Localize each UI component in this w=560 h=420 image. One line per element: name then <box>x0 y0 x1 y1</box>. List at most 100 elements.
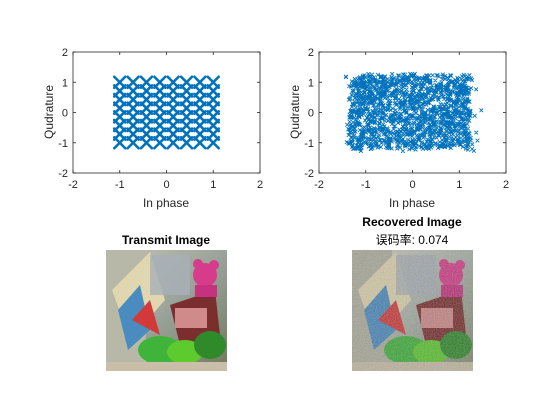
data-point <box>381 103 386 108</box>
data-point <box>360 101 365 106</box>
data-point <box>357 123 362 128</box>
data-point <box>460 117 465 122</box>
data-point <box>458 132 463 137</box>
data-point <box>112 75 127 90</box>
data-point <box>392 123 398 129</box>
data-point <box>361 99 366 104</box>
data-point <box>358 142 363 148</box>
data-point <box>463 85 469 90</box>
data-point <box>395 146 400 151</box>
data-point <box>427 81 433 86</box>
bit-error-rate-label: 误码率: 0.074 <box>376 232 449 247</box>
data-point <box>430 73 435 78</box>
x-tick-label: -1 <box>361 179 371 191</box>
data-point <box>425 100 431 105</box>
data-point <box>419 87 424 92</box>
data-point <box>453 103 458 108</box>
data-point <box>381 84 386 89</box>
data-point <box>470 142 475 147</box>
data-point <box>391 132 396 137</box>
data-point <box>464 91 470 97</box>
data-point <box>458 142 463 147</box>
data-point <box>452 124 457 129</box>
x-axis-label: In phase <box>143 196 189 210</box>
constellation-points <box>343 71 484 154</box>
data-point <box>369 91 374 96</box>
data-point <box>454 100 459 105</box>
y-tick-label: 1 <box>62 77 68 89</box>
data-point <box>359 95 364 100</box>
x-tick-label: 0 <box>409 179 415 191</box>
received-constellation-axes: -2 -1 0 1 2 -2 -1 0 1 2 In phase Qudrature <box>288 47 509 210</box>
data-point <box>398 103 403 108</box>
data-point <box>419 107 424 112</box>
data-point <box>353 82 358 88</box>
data-point <box>439 128 444 133</box>
data-point <box>464 115 469 120</box>
data-point <box>359 78 364 83</box>
data-point <box>367 100 372 105</box>
data-point <box>390 71 395 76</box>
data-point <box>395 138 400 144</box>
data-point <box>407 147 412 152</box>
y-tick-label: 2 <box>62 47 68 59</box>
data-point <box>415 115 420 120</box>
data-point <box>420 111 425 116</box>
data-point <box>427 146 432 151</box>
data-point <box>347 84 352 89</box>
data-point <box>404 90 410 95</box>
data-point <box>391 119 396 125</box>
data-point <box>421 129 426 134</box>
data-point <box>396 134 402 139</box>
data-point <box>381 127 386 132</box>
data-point <box>365 106 370 112</box>
data-point <box>411 98 416 103</box>
data-point <box>442 97 447 102</box>
data-point <box>462 132 467 137</box>
data-point <box>436 145 441 151</box>
data-point <box>408 130 413 135</box>
data-point <box>370 129 375 134</box>
data-point <box>394 130 399 135</box>
data-point <box>440 87 445 92</box>
data-point <box>393 108 398 113</box>
data-point <box>448 145 453 150</box>
data-point <box>459 110 464 115</box>
data-point <box>353 105 358 110</box>
x-tick-label: 2 <box>257 179 263 191</box>
data-point <box>364 136 370 141</box>
data-point <box>431 104 436 109</box>
data-point <box>400 138 405 143</box>
data-point <box>359 133 364 138</box>
data-point <box>442 122 447 127</box>
constellation-points <box>112 75 221 150</box>
data-point <box>474 87 479 92</box>
data-point <box>459 117 464 122</box>
data-point <box>447 141 452 147</box>
data-point <box>358 148 363 153</box>
data-point <box>390 122 395 127</box>
data-point <box>458 135 464 141</box>
data-point <box>375 95 380 101</box>
data-point <box>346 133 351 138</box>
data-point <box>367 78 372 83</box>
data-point <box>348 130 353 135</box>
data-point <box>400 148 405 154</box>
data-point <box>430 93 435 98</box>
data-point <box>411 74 416 79</box>
data-point <box>445 75 450 80</box>
data-point <box>381 122 386 127</box>
data-point <box>438 120 443 125</box>
axes-ticks: -2 -1 0 1 2 -2 -1 0 1 2 <box>304 47 509 191</box>
data-point <box>352 80 357 85</box>
data-point <box>479 108 484 113</box>
data-point <box>451 120 456 125</box>
data-point <box>365 141 370 146</box>
data-point <box>369 133 374 138</box>
data-point <box>366 102 371 107</box>
data-point <box>153 75 167 90</box>
data-point <box>445 125 450 130</box>
data-point <box>387 137 392 142</box>
data-point <box>396 73 401 78</box>
data-point <box>347 97 352 102</box>
